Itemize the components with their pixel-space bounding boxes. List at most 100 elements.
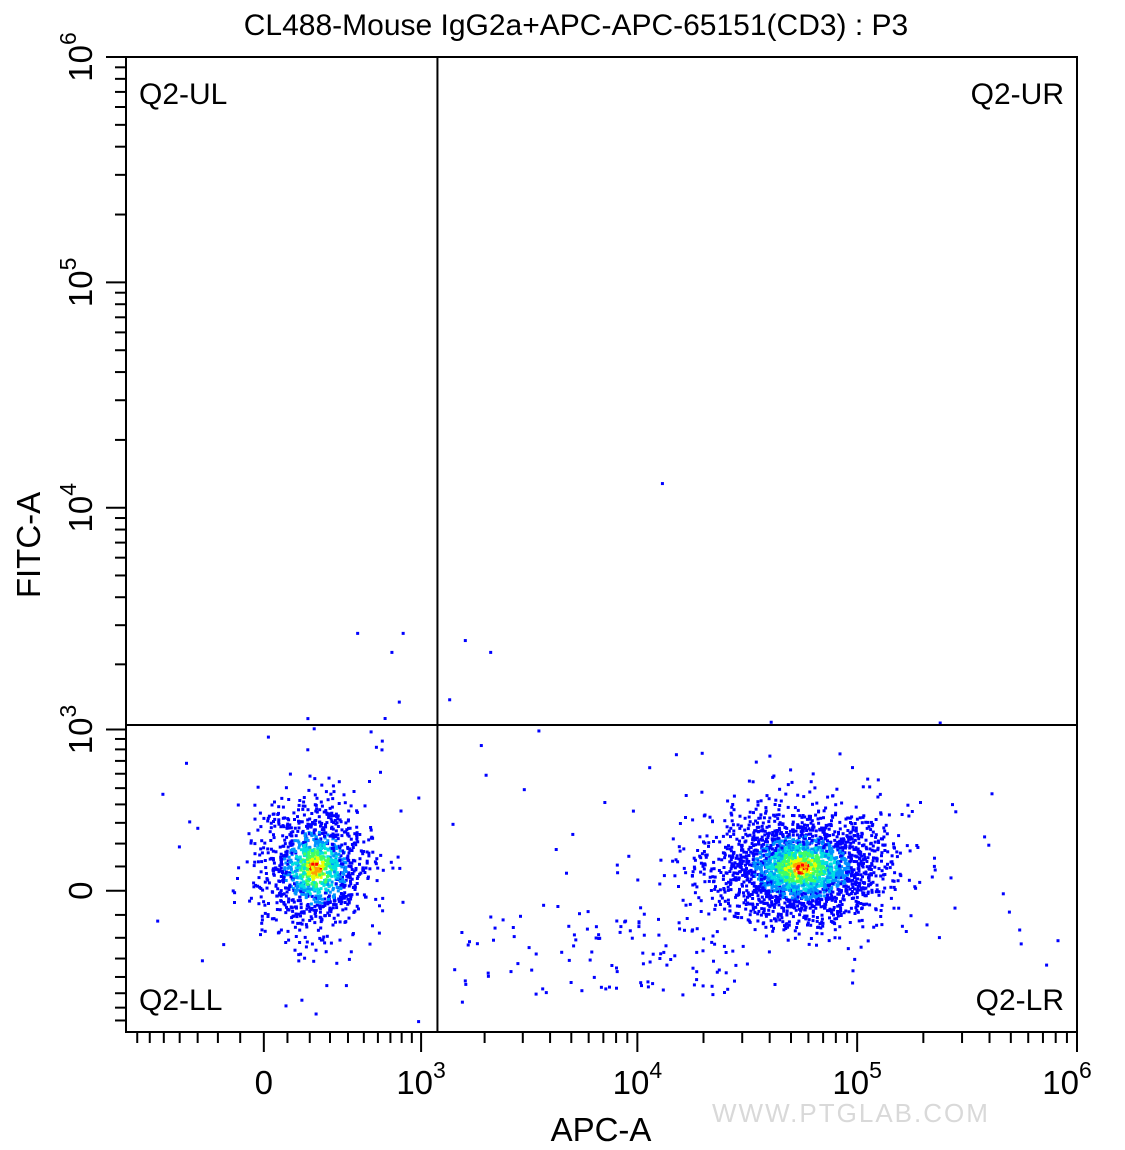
event-dot bbox=[810, 879, 814, 883]
event-dot bbox=[756, 860, 760, 864]
event-dot bbox=[770, 876, 774, 880]
event-dot bbox=[857, 919, 861, 923]
event-dot bbox=[266, 847, 270, 851]
event-dot bbox=[779, 881, 783, 885]
event-dot bbox=[803, 871, 807, 875]
event-dot bbox=[323, 851, 327, 855]
event-dot bbox=[776, 889, 780, 893]
y-tick-label-group: 104 bbox=[55, 483, 99, 533]
event-dot bbox=[337, 897, 341, 901]
event-dot bbox=[809, 923, 813, 927]
event-dot bbox=[841, 849, 845, 853]
event-dot bbox=[772, 834, 776, 838]
event-dot bbox=[804, 834, 808, 838]
event-dot bbox=[299, 868, 303, 872]
event-dot bbox=[759, 837, 763, 841]
event-dot bbox=[375, 857, 379, 861]
event-dot bbox=[282, 854, 285, 858]
event-dot bbox=[855, 855, 859, 859]
event-dot bbox=[756, 821, 759, 825]
event-dot bbox=[860, 907, 864, 911]
event-dot bbox=[801, 852, 805, 855]
event-dot bbox=[381, 896, 385, 900]
event-dot bbox=[303, 834, 307, 838]
event-dot bbox=[272, 861, 276, 865]
event-dot bbox=[222, 943, 226, 947]
event-dot bbox=[751, 836, 755, 840]
event-dot bbox=[296, 856, 300, 860]
event-dot bbox=[793, 929, 797, 933]
event-dot bbox=[684, 816, 687, 819]
event-dot bbox=[807, 874, 811, 878]
event-dot bbox=[341, 851, 345, 855]
event-dot bbox=[837, 868, 841, 872]
event-dot bbox=[852, 860, 856, 863]
event-dot bbox=[765, 794, 769, 798]
event-dot bbox=[748, 880, 752, 883]
event-dot bbox=[872, 856, 875, 860]
event-dot bbox=[827, 939, 831, 943]
event-dot bbox=[711, 993, 715, 997]
event-dot bbox=[787, 904, 791, 908]
event-dot bbox=[747, 779, 751, 783]
event-dot bbox=[331, 784, 335, 788]
event-dot bbox=[358, 857, 362, 861]
event-dot bbox=[306, 867, 310, 871]
event-dot bbox=[321, 867, 325, 871]
event-dot bbox=[365, 859, 369, 863]
event-dot bbox=[870, 863, 874, 867]
event-dot bbox=[869, 828, 873, 832]
event-dot bbox=[717, 899, 721, 903]
event-dot bbox=[747, 893, 751, 897]
event-dot bbox=[766, 859, 770, 863]
event-dot bbox=[289, 826, 293, 830]
event-dot bbox=[308, 909, 312, 913]
event-dot bbox=[296, 866, 299, 870]
event-dot bbox=[727, 844, 730, 848]
event-dot bbox=[339, 862, 343, 866]
event-dot bbox=[260, 839, 264, 843]
event-dot bbox=[877, 867, 881, 871]
event-dot bbox=[631, 809, 635, 813]
event-dot bbox=[835, 871, 839, 875]
event-dot bbox=[334, 835, 338, 838]
event-dot bbox=[831, 920, 834, 924]
event-dot bbox=[263, 880, 267, 884]
event-dot bbox=[770, 924, 774, 928]
event-dot bbox=[760, 871, 764, 875]
event-dot bbox=[734, 911, 738, 915]
event-dot bbox=[346, 845, 350, 849]
event-dot bbox=[305, 863, 309, 867]
event-dot bbox=[809, 780, 813, 784]
event-dot bbox=[767, 908, 771, 912]
event-dot bbox=[730, 819, 734, 823]
event-dot bbox=[834, 896, 838, 900]
event-dot bbox=[824, 897, 828, 901]
event-dot bbox=[302, 867, 306, 871]
event-dot bbox=[862, 853, 866, 857]
event-dot bbox=[262, 846, 266, 850]
event-dot bbox=[726, 888, 730, 892]
event-dot bbox=[818, 922, 822, 926]
event-dot bbox=[312, 848, 316, 852]
event-dot bbox=[320, 804, 324, 808]
event-dot bbox=[828, 916, 831, 920]
event-dot bbox=[177, 845, 181, 849]
event-dot bbox=[279, 899, 283, 903]
event-dot bbox=[773, 861, 777, 864]
event-dot bbox=[798, 814, 802, 818]
event-dot bbox=[800, 906, 804, 910]
event-dot bbox=[821, 887, 825, 891]
event-dot bbox=[776, 861, 780, 865]
event-dot bbox=[761, 829, 765, 833]
event-dot bbox=[293, 826, 297, 830]
event-dot bbox=[744, 871, 748, 875]
event-dot bbox=[347, 809, 351, 813]
event-dot bbox=[745, 860, 749, 864]
event-dot bbox=[389, 860, 393, 864]
event-dot bbox=[334, 903, 338, 907]
event-dot bbox=[745, 889, 749, 893]
event-dot bbox=[324, 862, 328, 866]
event-dot bbox=[743, 840, 747, 844]
event-dot bbox=[804, 882, 808, 886]
